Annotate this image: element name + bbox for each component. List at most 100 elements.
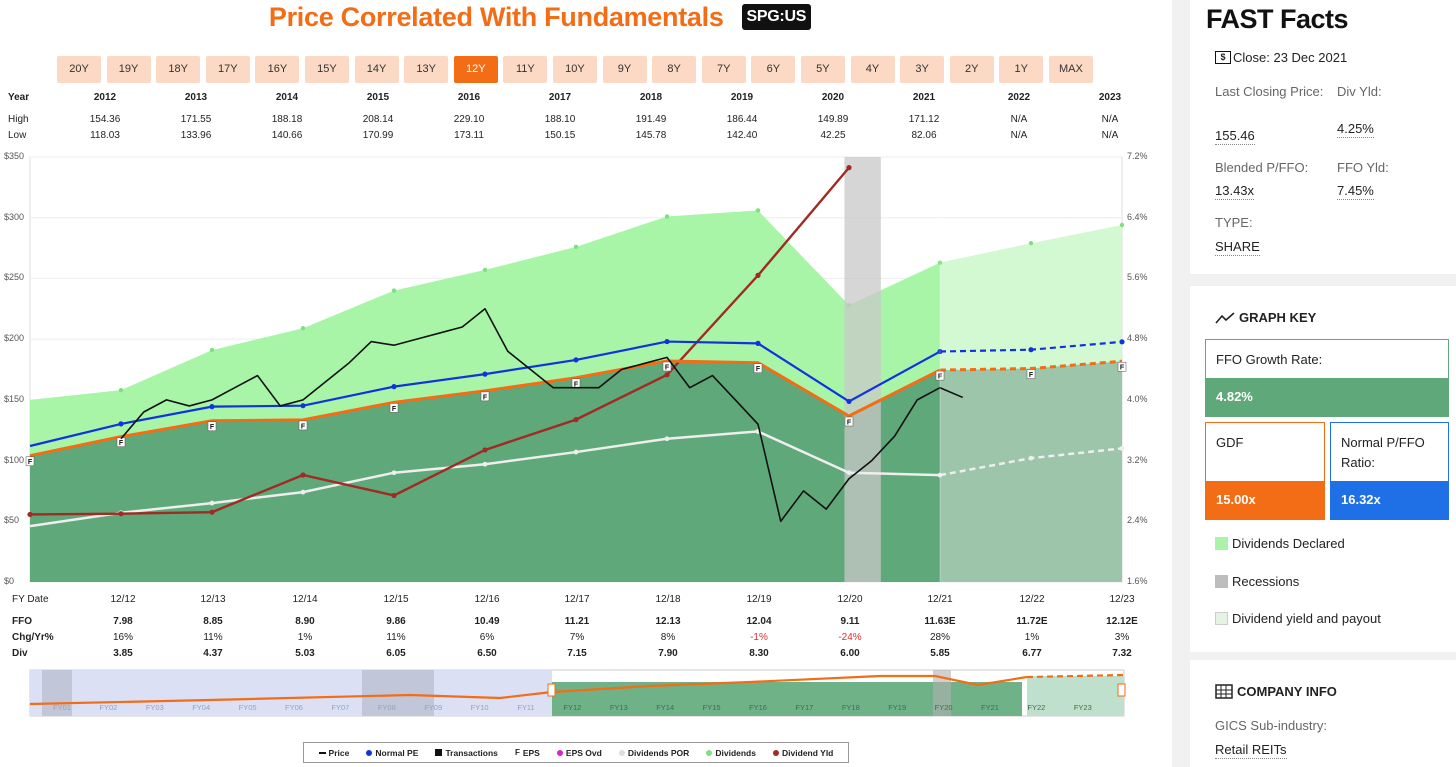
eps-marker-11: F (1026, 369, 1036, 379)
legend-price[interactable]: Price (318, 748, 349, 758)
range-button-4y[interactable]: 4Y (850, 56, 895, 83)
eps-marker-box-7 (662, 361, 672, 372)
range-button-11y[interactable]: 11Y (503, 56, 548, 83)
range-button-3y[interactable]: 3Y (900, 56, 945, 83)
ffo-line-projected (939, 359, 1123, 372)
div-4: 6.50 (477, 648, 497, 659)
range-button-19y[interactable]: 19Y (106, 56, 151, 83)
dividend-yield-line (29, 166, 850, 516)
normal-pe-point-3 (391, 384, 397, 390)
eps-marker-box-8 (753, 363, 763, 373)
ffo-11: 12.12E (1106, 616, 1138, 627)
gics-value[interactable]: Retail REITs (1215, 742, 1287, 759)
dividend-point-1 (209, 347, 215, 353)
range-button-17y[interactable]: 17Y (205, 56, 250, 83)
gdf-box: GDF 15.00x (1205, 422, 1325, 520)
legend-div-por[interactable]: Dividends POR (618, 748, 689, 758)
yield-point-9 (846, 165, 852, 171)
dividend-point-5 (573, 244, 579, 250)
dividends-declared-label: Dividends Declared (1232, 536, 1345, 551)
nav-label-fy12: FY12 (563, 703, 581, 712)
legend-transactions[interactable]: Transactions (435, 748, 498, 758)
legend-dividends[interactable]: Dividends (706, 748, 756, 758)
low-2023: N/A (1101, 130, 1119, 141)
nav-label-fy18: FY18 (842, 703, 860, 712)
main-panel: Price Correlated With Fundamentals SPG:US… (0, 0, 1172, 767)
left-tick-0: $350 (4, 151, 25, 161)
range-button-12y[interactable]: 12Y (453, 56, 498, 83)
range-button-5y[interactable]: 5Y (800, 56, 845, 83)
dividend-point-7 (755, 208, 761, 213)
legend-eps[interactable]: F EPS (515, 748, 540, 758)
eps-marker-7: F (662, 361, 672, 372)
range-button-max[interactable]: MAX (1048, 56, 1093, 83)
right-tick-0: 7.2% (1127, 151, 1148, 161)
range-button-16y[interactable]: 16Y (255, 56, 300, 83)
yield-point-1 (118, 511, 124, 517)
div-yld-value[interactable]: 4.25% (1337, 121, 1374, 138)
range-button-10y[interactable]: 10Y (552, 56, 597, 83)
last-close-value[interactable]: 155.46 (1215, 128, 1255, 145)
ffo-growth-label: FFO Growth Rate: (1216, 352, 1323, 367)
range-button-15y[interactable]: 15Y (304, 56, 349, 83)
ffo-8: 9.11 (840, 616, 860, 627)
chg-10: 1% (1024, 632, 1040, 643)
low-2013: 133.96 (180, 130, 212, 141)
div-yld-label: Div Yld: (1337, 84, 1382, 99)
div-5: 7.15 (567, 648, 587, 659)
ffo-5: 11.21 (564, 616, 590, 627)
normal-pffo-value: 16.32x (1331, 481, 1448, 519)
right-tick-3: 4.8% (1127, 333, 1148, 344)
high-2014: 188.18 (271, 114, 303, 125)
normal-pffo-box: Normal P/FFO Ratio: 16.32x (1330, 422, 1449, 520)
range-button-7y[interactable]: 7Y (701, 56, 746, 83)
range-button-14y[interactable]: 14Y (354, 56, 399, 83)
blended-value[interactable]: 13.43x (1215, 183, 1255, 200)
chg-0: 16% (112, 632, 133, 643)
key-recessions: Recessions (1215, 574, 1299, 589)
nav-label-fy01: FY01 (53, 703, 71, 712)
nav-history-mask (30, 670, 552, 716)
close-text: Close: 23 Dec 2021 (1233, 50, 1348, 65)
range-button-9y[interactable]: 9Y (602, 56, 647, 83)
title-text: Price Correlated With Fundamentals (268, 2, 724, 32)
normal-pffo-label: Normal P/FFO Ratio: (1341, 435, 1425, 470)
normal-pe-point-2 (300, 403, 306, 409)
recession-band (844, 157, 881, 582)
range-button-8y[interactable]: 8Y (652, 56, 697, 83)
normal-pe-point-10 (1028, 347, 1034, 353)
year-2019: 2019 (730, 92, 754, 103)
year-2013: 2013 (184, 92, 208, 103)
eps-marker-0: F (25, 456, 35, 466)
price-chart[interactable]: F F F F F F F F F F F F F (0, 150, 1172, 590)
range-button-13y[interactable]: 13Y (404, 56, 449, 83)
dividends-declared-swatch (1215, 537, 1228, 550)
legend-eps-ovd[interactable]: EPS Ovd (556, 748, 602, 758)
ffo-4: 10.49 (474, 616, 500, 627)
low-2022: N/A (1010, 130, 1028, 141)
nav-recession-3 (933, 670, 951, 716)
low-2016: 173.11 (454, 130, 484, 141)
type-value[interactable]: SHARE (1215, 239, 1260, 256)
range-button-20y[interactable]: 20Y (57, 56, 101, 83)
chg-3: 11% (386, 632, 406, 643)
high-2019: 186.44 (726, 114, 758, 125)
right-tick-1: 6.4% (1127, 211, 1148, 222)
company-info-card: COMPANY INFO GICS Sub-industry: Retail R… (1190, 660, 1456, 767)
year-2017: 2017 (548, 92, 572, 103)
legend-normal-pe[interactable]: Normal PE (366, 748, 418, 758)
range-button-1y[interactable]: 1Y (999, 56, 1044, 83)
eps-marker-box-0 (25, 456, 35, 466)
ffo-yld-value[interactable]: 7.45% (1337, 183, 1374, 200)
ffo-area (30, 361, 940, 582)
range-button-18y[interactable]: 18Y (156, 56, 201, 83)
legend-div-yld[interactable]: Dividend Yld (773, 748, 833, 758)
legend-div-yld-label: Dividend Yld (782, 747, 834, 758)
normal-pe-point-1 (209, 404, 215, 410)
range-navigator[interactable]: FY01 FY02 FY03 FY04 FY05 FY06 FY07 FY08 FY09 FY10… (0, 668, 1172, 726)
ffo-1: 8.85 (203, 616, 223, 627)
low-2019: 142.40 (726, 130, 758, 141)
range-button-2y[interactable]: 2Y (949, 56, 994, 83)
eps-swatch: F (514, 748, 520, 757)
range-button-6y[interactable]: 6Y (751, 56, 796, 83)
